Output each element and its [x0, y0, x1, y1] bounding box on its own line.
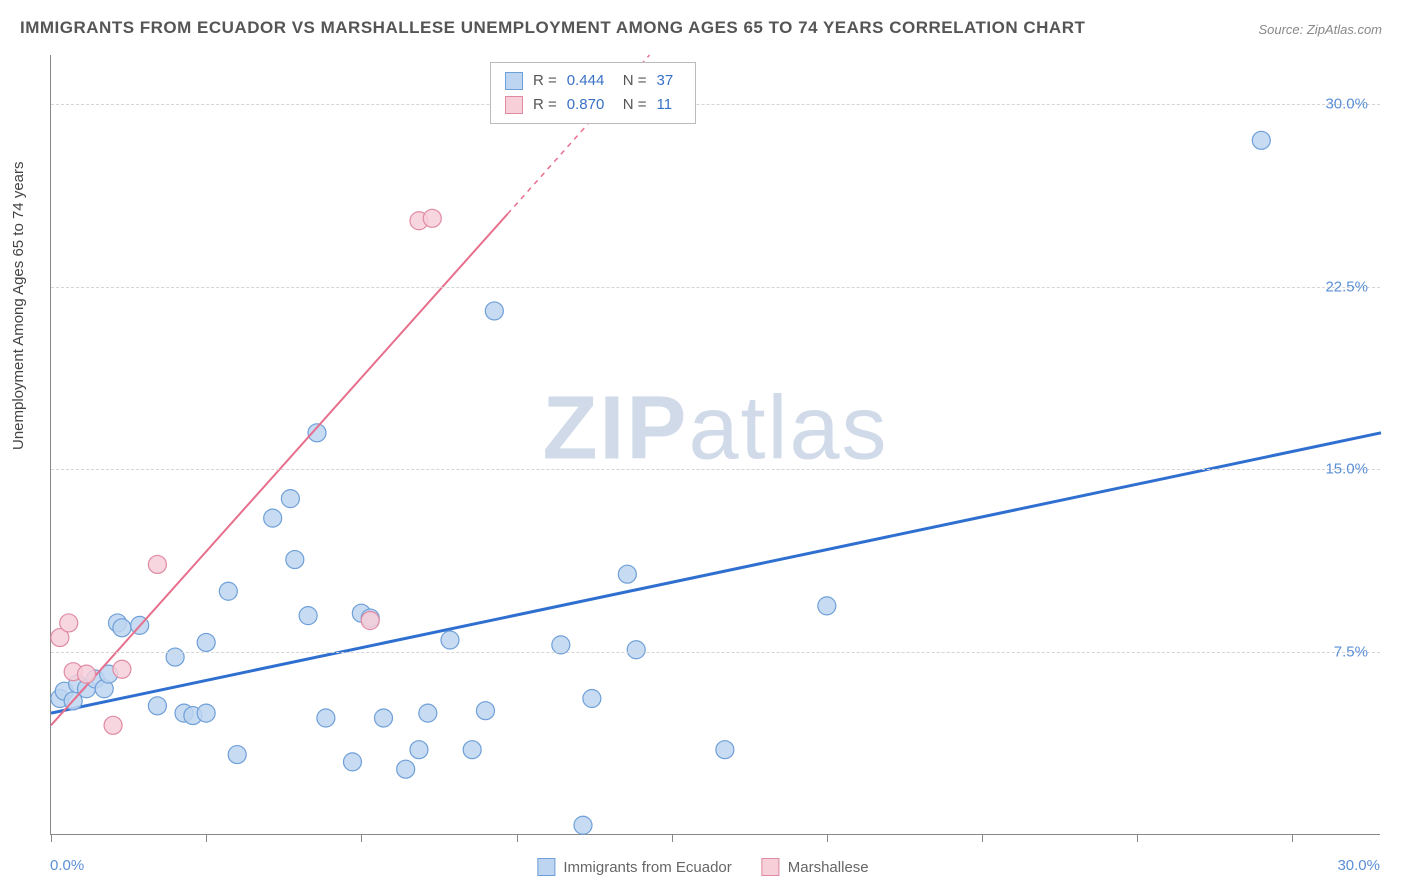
scatter-point [281, 490, 299, 508]
stat-r-value: 0.444 [567, 69, 613, 93]
scatter-point [197, 704, 215, 722]
scatter-point [463, 741, 481, 759]
scatter-point [361, 612, 379, 630]
legend-label: Marshallese [788, 859, 869, 876]
y-tick-label: 15.0% [1325, 461, 1368, 478]
gridline [51, 287, 1380, 288]
x-axis-max-label: 30.0% [1337, 857, 1380, 874]
legend-item: Marshallese [762, 858, 869, 876]
stat-row: R = 0.870 N = 11 [505, 93, 681, 117]
x-tick [361, 834, 362, 842]
stat-n-value: 37 [657, 69, 681, 93]
y-tick-label: 7.5% [1334, 644, 1368, 661]
scatter-point [574, 816, 592, 834]
scatter-point [423, 209, 441, 227]
x-tick [982, 834, 983, 842]
scatter-point [113, 660, 131, 678]
legend-swatch [505, 72, 523, 90]
stat-n-label: N = [623, 69, 647, 93]
stat-r-label: R = [533, 69, 557, 93]
scatter-point [77, 665, 95, 683]
chart-title: IMMIGRANTS FROM ECUADOR VS MARSHALLESE U… [20, 18, 1085, 38]
y-axis-label: Unemployment Among Ages 65 to 74 years [10, 161, 27, 450]
y-tick-label: 22.5% [1325, 278, 1368, 295]
stat-n-label: N = [623, 93, 647, 117]
gridline [51, 104, 1380, 105]
scatter-point [627, 641, 645, 659]
legend-swatch [505, 96, 523, 114]
scatter-point [104, 716, 122, 734]
legend-item: Immigrants from Ecuador [537, 858, 731, 876]
scatter-point [264, 509, 282, 527]
scatter-point [219, 582, 237, 600]
scatter-point [397, 760, 415, 778]
x-tick [517, 834, 518, 842]
x-tick [827, 834, 828, 842]
scatter-point [485, 302, 503, 320]
scatter-point [299, 607, 317, 625]
x-tick [1292, 834, 1293, 842]
scatter-point [375, 709, 393, 727]
gridline [51, 652, 1380, 653]
scatter-point [113, 619, 131, 637]
scatter-point [1252, 131, 1270, 149]
legend-label: Immigrants from Ecuador [563, 859, 731, 876]
scatter-point [410, 741, 428, 759]
gridline [51, 469, 1380, 470]
scatter-point [552, 636, 570, 654]
scatter-point [286, 551, 304, 569]
plot-area: ZIPatlas 7.5%15.0%22.5%30.0% [50, 55, 1380, 835]
source-attribution: Source: ZipAtlas.com [1258, 22, 1382, 37]
scatter-point [583, 690, 601, 708]
y-tick-label: 30.0% [1325, 95, 1368, 112]
scatter-point [716, 741, 734, 759]
x-axis-min-label: 0.0% [50, 857, 84, 874]
scatter-point [197, 633, 215, 651]
legend-swatch [537, 858, 555, 876]
regression-line [51, 433, 1381, 713]
scatter-point [317, 709, 335, 727]
scatter-point [148, 555, 166, 573]
scatter-point [618, 565, 636, 583]
scatter-point [476, 702, 494, 720]
statistics-legend-box: R = 0.444 N = 37 R = 0.870 N = 11 [490, 62, 696, 124]
stat-row: R = 0.444 N = 37 [505, 69, 681, 93]
scatter-point [343, 753, 361, 771]
legend-swatch [762, 858, 780, 876]
scatter-point [419, 704, 437, 722]
stat-n-value: 11 [657, 93, 681, 117]
x-tick [672, 834, 673, 842]
chart-svg [51, 55, 1380, 834]
scatter-point [148, 697, 166, 715]
scatter-point [441, 631, 459, 649]
x-tick [1137, 834, 1138, 842]
scatter-point [818, 597, 836, 615]
bottom-legend: Immigrants from Ecuador Marshallese [537, 858, 868, 876]
x-tick [51, 834, 52, 842]
scatter-point [228, 746, 246, 764]
x-tick [206, 834, 207, 842]
stat-r-label: R = [533, 93, 557, 117]
stat-r-value: 0.870 [567, 93, 613, 117]
scatter-point [166, 648, 184, 666]
scatter-point [60, 614, 78, 632]
